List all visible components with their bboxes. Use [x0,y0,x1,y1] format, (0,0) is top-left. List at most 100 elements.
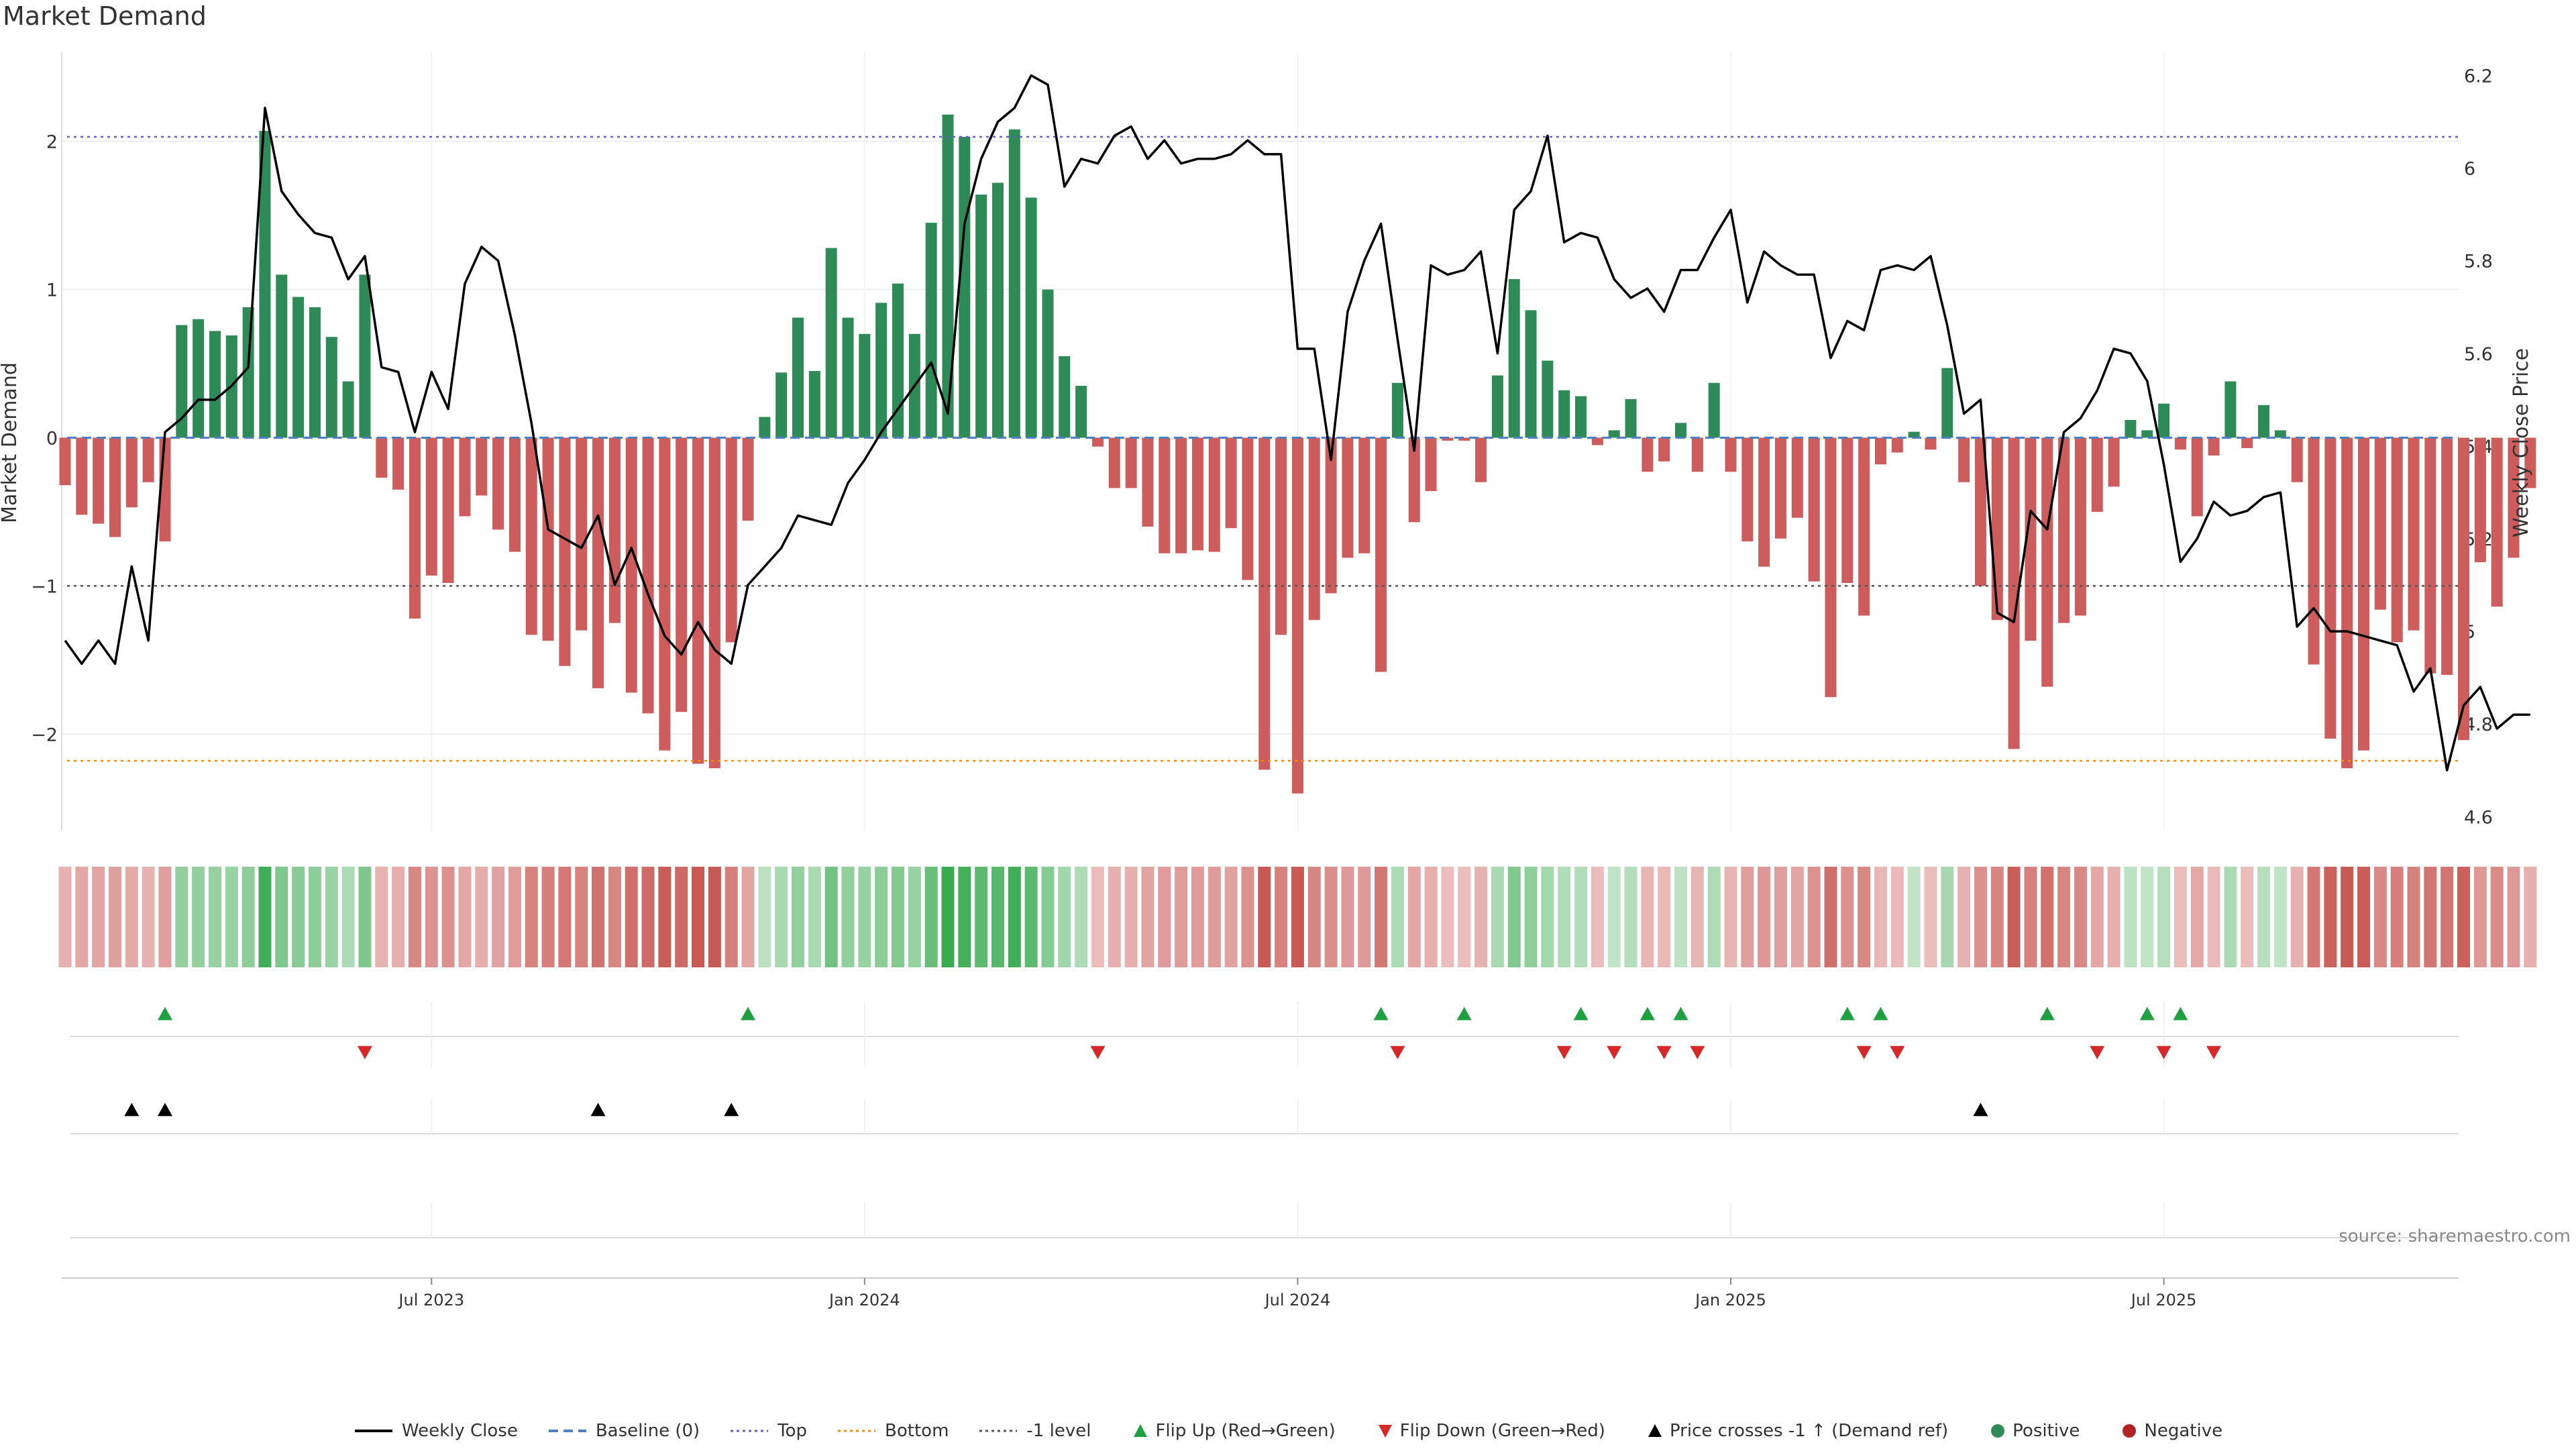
heatmap-cell [2407,867,2420,967]
heatmap-cell [1724,867,1737,967]
legend-swatch [1648,1424,1662,1437]
flip-up-marker [1456,1007,1472,1020]
negative-bar [1808,437,1820,582]
heatmap-cell [2241,867,2254,967]
heatmap-cell [1957,867,1971,967]
positive-bar [1558,390,1570,438]
legend-label: Top [777,1421,808,1441]
heatmap-cell [2440,867,2454,967]
negative-bar [2108,437,2120,487]
negative-bar [1691,437,1703,472]
positive-bar [1575,396,1587,438]
flip-down-marker [2090,1046,2105,1059]
negative-bar [1108,437,1120,488]
negative-bar [459,437,471,517]
y-tick-label: 2 [46,132,58,153]
heatmap-cell [475,867,488,967]
heatmap-cell [1990,867,2004,967]
flip-down-marker [1390,1046,1405,1059]
heatmap-cell [2257,867,2271,967]
legend-item: Bottom [837,1421,949,1441]
heatmap-cell [608,867,621,967]
positive-bar [276,274,288,438]
source-note: source: sharemaestro.com [2339,1226,2571,1246]
heatmap-cell [192,867,205,967]
heatmap-cell [1790,867,1804,967]
negative-bar [1191,437,1203,551]
flip-up-marker [1873,1007,1888,1020]
heatmap-cell [1841,867,1854,967]
heatmap-cell [592,867,605,967]
heatmap-cell [425,867,438,967]
heatmap-cell [1690,867,1704,967]
flip-down-marker [1607,1046,1622,1059]
negative-bar [1841,437,1854,584]
negative-bar [1791,437,1803,518]
negative-bar [392,437,405,490]
positive-bar [2274,430,2286,438]
heatmap-cell [1807,867,1821,967]
positive-bar [1391,382,1403,438]
negative-bar [1442,437,1454,441]
heatmap-cell [924,867,938,967]
price-cross-marker [1973,1103,1988,1116]
legend-swatch [548,1430,586,1432]
positive-bar [259,131,271,438]
heatmap-cell [692,867,705,967]
negative-bar [508,437,521,552]
heatmap-cell [2473,867,2487,967]
price-cross-marker [157,1103,172,1116]
negative-bar [1475,437,1487,482]
heatmap-cell [275,867,288,967]
positive-bar [842,317,854,438]
negative-bar [76,437,88,515]
negative-bar [1825,437,1837,698]
heatmap-cell [758,867,771,967]
signal-panels [70,1002,2459,1238]
negative-bar [2374,437,2386,610]
negative-bar [409,437,421,619]
positive-bar [975,195,987,438]
heatmap-cell [1407,867,1421,967]
heatmap-cell [991,867,1004,967]
negative-bar [2391,437,2403,643]
positive-bar [1059,356,1071,438]
negative-bar [1958,437,1970,482]
heatmap-cell [975,867,988,967]
positive-bar [1675,423,1687,438]
heatmap-cell [958,867,971,967]
negative-bar [2408,437,2420,631]
negative-bar [1275,437,1287,635]
negative-bar [476,437,488,496]
heatmap-cell [1924,867,1937,967]
heatmap-cell [1241,867,1254,967]
heatmap-cell [1375,867,1388,967]
positive-bar [2158,403,2170,438]
heatmap-cell [1890,867,1904,967]
heatmap-cell [175,867,189,967]
negative-bar [525,437,537,635]
heatmap-cell [1824,867,1837,967]
heatmap-cell [792,867,805,967]
heatmap-cell [1491,867,1504,967]
heatmap-cell [675,867,688,967]
heatmap-cell [1507,867,1521,967]
negative-bar [142,437,154,482]
heatmap-cell [1474,867,1488,967]
price-line [64,74,2530,771]
negative-bar [642,437,654,714]
heatmap-cell [1458,867,1471,967]
heatmap-cell [875,867,888,967]
legend-item: Top [729,1421,807,1441]
heatmap-cell [558,867,572,967]
positive-bar [859,333,871,438]
heatmap-cell [2207,867,2220,967]
negative-bar [1325,437,1337,594]
heatmap-cell [1358,867,1371,967]
heatmap-cell [1658,867,1671,967]
heatmap-cell [458,867,472,967]
heatmap-cell [1091,867,1104,967]
legend-item: Baseline (0) [547,1421,700,1441]
positive-bar [309,307,321,438]
negative-bar [2041,437,2053,687]
